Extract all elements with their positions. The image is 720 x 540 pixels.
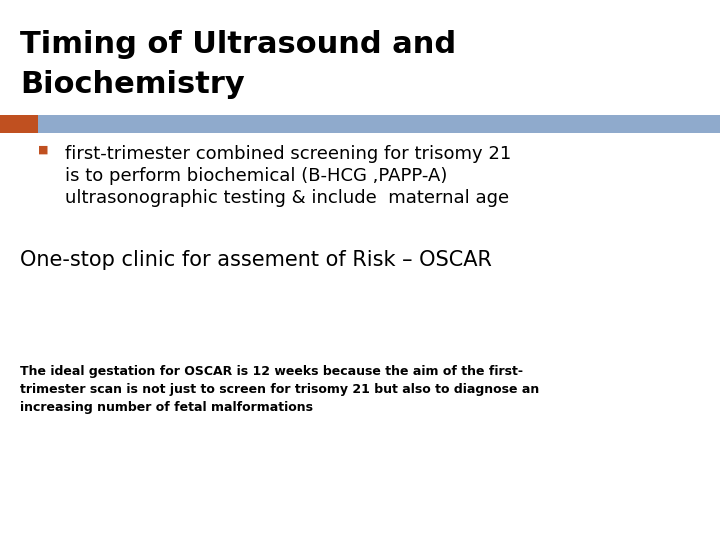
Text: trimester scan is not just to screen for trisomy 21 but also to diagnose an: trimester scan is not just to screen for… <box>20 383 539 396</box>
Text: first-trimester combined screening for trisomy 21: first-trimester combined screening for t… <box>65 145 511 163</box>
Text: One-stop clinic for assement of Risk – OSCAR: One-stop clinic for assement of Risk – O… <box>20 250 492 270</box>
Text: The ideal gestation for OSCAR is 12 weeks because the aim of the first-: The ideal gestation for OSCAR is 12 week… <box>20 365 523 378</box>
Text: is to perform biochemical (B-HCG ,PAPP-A): is to perform biochemical (B-HCG ,PAPP-A… <box>65 167 447 185</box>
Bar <box>38 115 720 133</box>
Text: ultrasonographic testing & include  maternal age: ultrasonographic testing & include mater… <box>65 189 509 207</box>
Bar <box>0 115 38 133</box>
Text: Biochemistry: Biochemistry <box>20 70 245 99</box>
Text: increasing number of fetal malformations: increasing number of fetal malformations <box>20 401 313 414</box>
Text: Timing of Ultrasound and: Timing of Ultrasound and <box>20 30 456 59</box>
Text: ■: ■ <box>38 145 48 155</box>
